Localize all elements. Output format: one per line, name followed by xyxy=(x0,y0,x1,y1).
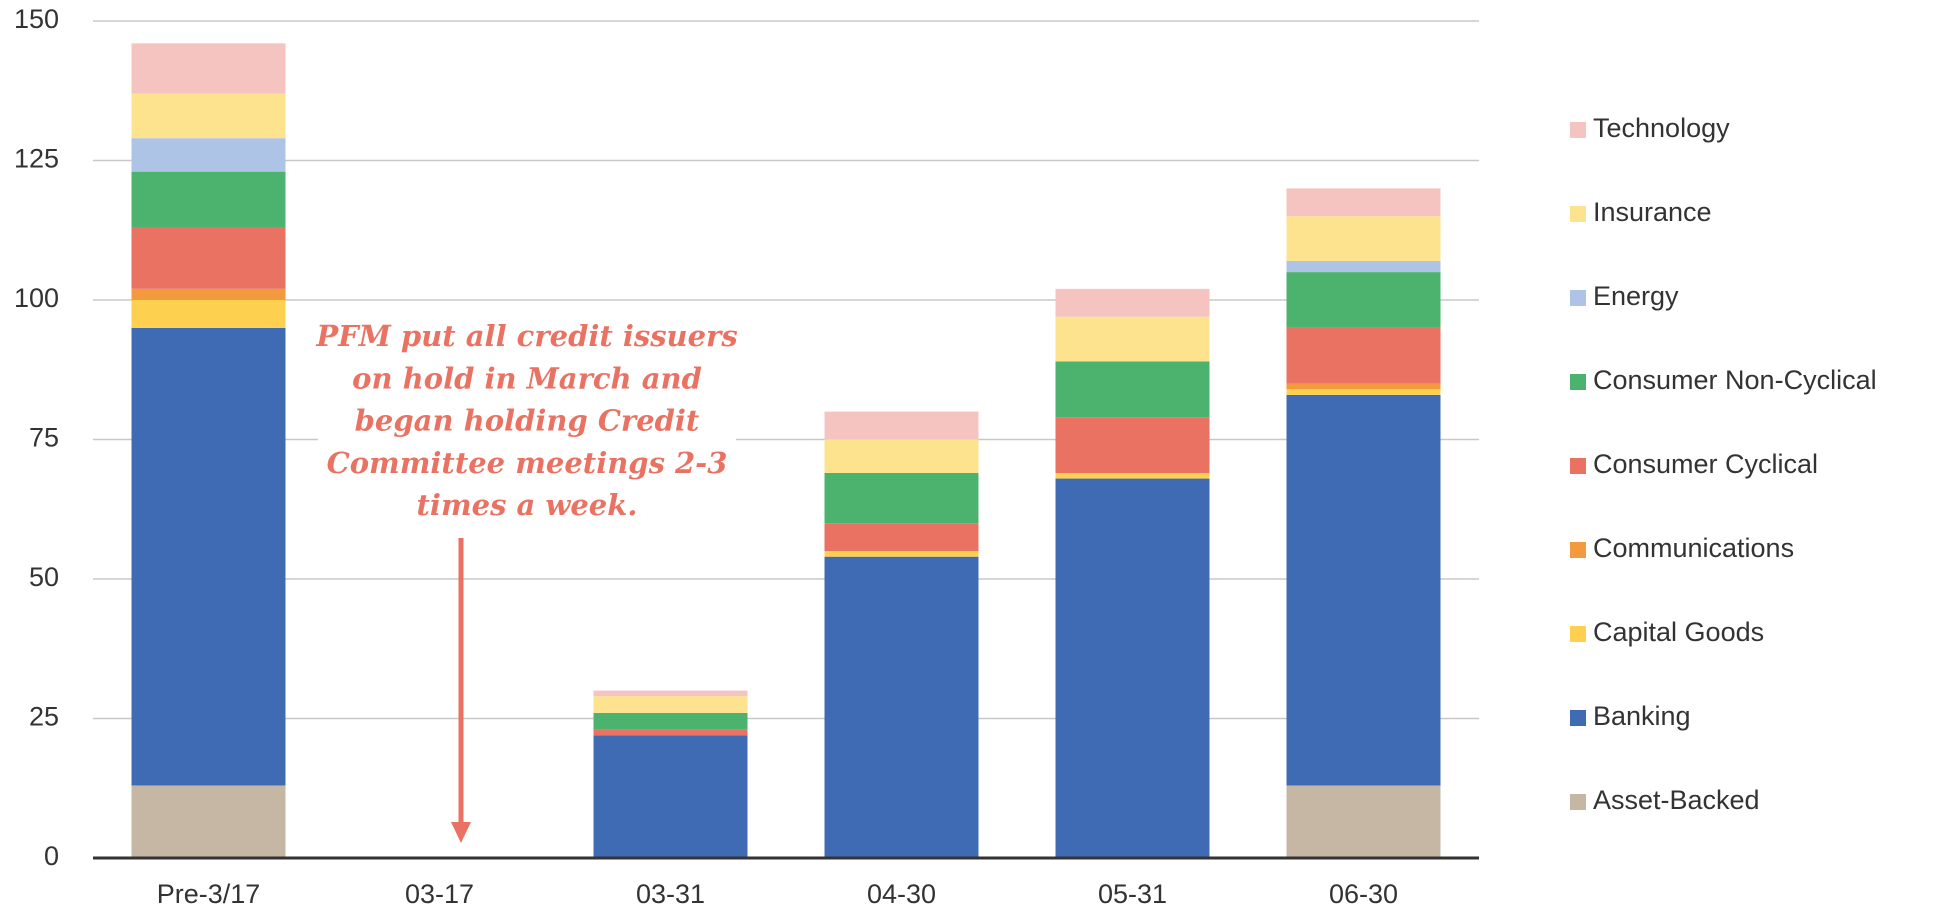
bar-segment xyxy=(824,523,979,552)
bar-segment xyxy=(1286,389,1441,395)
legend-label: Insurance xyxy=(1593,197,1712,227)
annotation-text: on hold in March and xyxy=(352,361,702,395)
bar-segment xyxy=(1055,478,1210,858)
bar-segment xyxy=(131,288,286,300)
bar-segment xyxy=(1286,383,1441,390)
legend-swatch xyxy=(1570,626,1586,642)
bar-segment xyxy=(593,729,748,736)
legend-swatch xyxy=(1570,122,1586,138)
bar-segment xyxy=(824,551,979,557)
x-tick-label: Pre-3/17 xyxy=(157,879,261,909)
y-tick-label: 100 xyxy=(14,283,59,313)
legend-label: Consumer Non-Cyclical xyxy=(1593,365,1877,395)
legend-label: Capital Goods xyxy=(1593,617,1764,647)
bar-segment xyxy=(1286,188,1441,217)
bar-segment xyxy=(824,472,979,524)
annotation-arrowhead xyxy=(451,822,471,843)
legend-label: Consumer Cyclical xyxy=(1593,449,1818,479)
bar-segment xyxy=(1286,785,1441,858)
bar-segment xyxy=(593,735,748,858)
legend-label: Energy xyxy=(1593,281,1679,311)
bar-segment xyxy=(1055,316,1210,362)
annotation-text: PFM put all credit issuers xyxy=(315,319,737,353)
bar-segment xyxy=(824,556,979,858)
bar-segment xyxy=(824,411,979,440)
y-tick-label: 50 xyxy=(29,562,59,592)
x-tick-label: 06-30 xyxy=(1329,879,1398,909)
x-tick-label: 04-30 xyxy=(867,879,936,909)
annotation-background xyxy=(318,312,736,532)
y-tick-label: 125 xyxy=(14,144,59,174)
bar-segment xyxy=(1286,272,1441,328)
bar-segment xyxy=(1055,417,1210,473)
y-tick-label: 0 xyxy=(44,841,59,871)
bar-segment xyxy=(1286,260,1441,273)
bar-segment xyxy=(593,696,748,713)
y-tick-label: 25 xyxy=(29,702,59,732)
bar-segment xyxy=(1286,327,1441,384)
bar-segment xyxy=(1055,288,1210,317)
y-tick-label: 150 xyxy=(14,4,59,34)
legend-swatch xyxy=(1570,794,1586,810)
legend-label: Banking xyxy=(1593,701,1691,731)
bar-segment xyxy=(1055,472,1210,479)
legend-swatch xyxy=(1570,290,1586,306)
bar-segment xyxy=(131,93,286,139)
bar-segment xyxy=(131,171,286,228)
x-tick-label: 03-31 xyxy=(636,879,705,909)
x-tick-label: 03-17 xyxy=(405,879,474,909)
legend-swatch xyxy=(1570,542,1586,558)
legend-swatch xyxy=(1570,206,1586,222)
annotation-text: began holding Credit xyxy=(355,404,700,438)
annotation-text: times a week. xyxy=(417,488,638,522)
bar-segment xyxy=(1055,361,1210,418)
legend-swatch xyxy=(1570,374,1586,390)
x-tick-label: 05-31 xyxy=(1098,879,1167,909)
bar-segment xyxy=(593,712,748,730)
legend-label: Communications xyxy=(1593,533,1794,563)
bar-segment xyxy=(131,227,286,289)
bar-segment xyxy=(593,690,748,697)
legend-label: Technology xyxy=(1593,113,1730,143)
bar-segment xyxy=(131,785,286,858)
bar-segment xyxy=(1286,394,1441,786)
bar-segment xyxy=(131,43,286,94)
y-tick-label: 75 xyxy=(29,423,59,453)
legend-label: Asset-Backed xyxy=(1593,785,1760,815)
annotation-text: Committee meetings 2-3 xyxy=(327,446,728,480)
legend-swatch xyxy=(1570,458,1586,474)
bar-segment xyxy=(131,327,286,786)
legend-swatch xyxy=(1570,710,1586,726)
bar-segment xyxy=(824,439,979,473)
bar-segment xyxy=(131,300,286,328)
bar-segment xyxy=(1286,216,1441,261)
bar-segment xyxy=(131,138,286,172)
